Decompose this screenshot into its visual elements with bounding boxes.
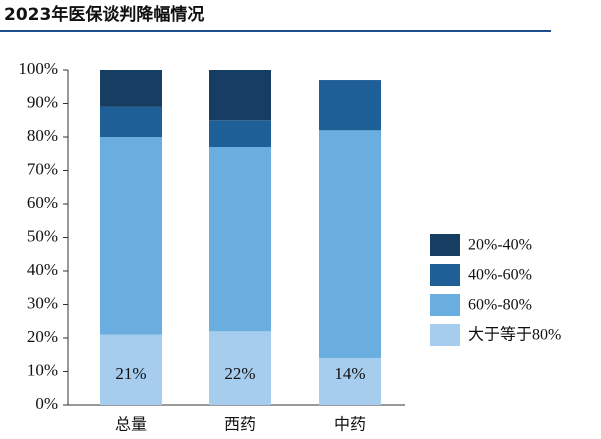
chart-title: 2023年医保谈判降幅情况: [4, 4, 204, 25]
x-tick-label: 总量: [115, 415, 147, 434]
y-tick-label: 70%: [27, 159, 58, 178]
data-label: 14%: [334, 364, 365, 383]
bar-segment: [100, 70, 162, 107]
x-tick-label: 西药: [224, 415, 256, 434]
bar-segment: [100, 106, 162, 137]
legend-label: 40%-60%: [468, 267, 532, 284]
legend-swatch: [430, 234, 460, 256]
y-tick-label: 60%: [27, 193, 58, 212]
legend-swatch: [430, 324, 460, 346]
bar-segment: [209, 147, 271, 332]
y-tick-label: 80%: [27, 126, 58, 145]
x-tick-label: 中药: [334, 415, 366, 434]
bar-segment: [209, 331, 271, 405]
bar-segment: [100, 334, 162, 405]
bar-segment: [319, 80, 381, 131]
y-tick-label: 30%: [27, 293, 58, 312]
legend-swatch: [430, 264, 460, 286]
y-tick-label: 20%: [27, 327, 58, 346]
data-label: 22%: [224, 364, 255, 383]
bar-segment: [100, 137, 162, 335]
legend-label: 大于等于80%: [468, 326, 561, 344]
y-tick-label: 10%: [27, 360, 58, 379]
legend-swatch: [430, 294, 460, 316]
y-tick-label: 50%: [27, 226, 58, 245]
y-tick-label: 100%: [18, 59, 58, 78]
bar-segment: [209, 70, 271, 121]
y-tick-label: 90%: [27, 92, 58, 111]
legend-label: 60%-80%: [468, 297, 532, 314]
y-tick-label: 0%: [35, 394, 58, 413]
bar-segment: [319, 130, 381, 359]
legend-label: 20%-40%: [468, 237, 532, 254]
bar-segment: [209, 120, 271, 148]
data-label: 21%: [115, 364, 146, 383]
bar-segment: [319, 358, 381, 405]
y-tick-label: 40%: [27, 260, 58, 279]
